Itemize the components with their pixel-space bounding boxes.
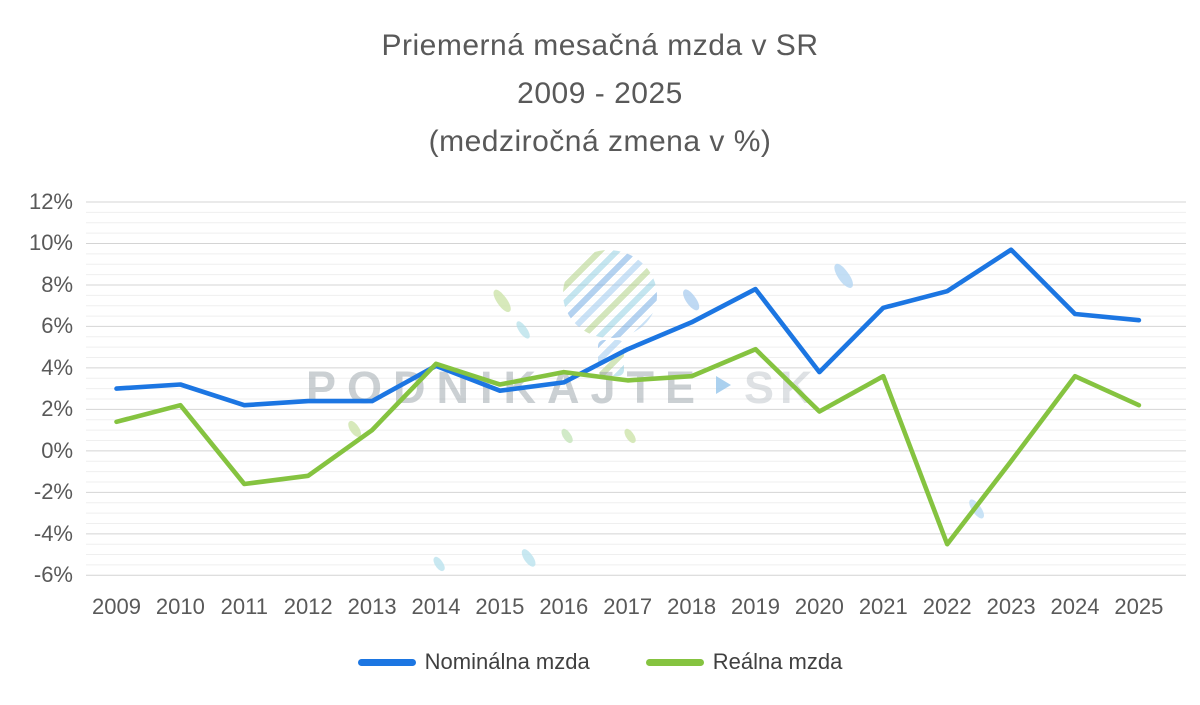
watermark-brand-text: PODNIKAJTE [306,362,707,413]
x-axis-tick-label: 2023 [986,594,1036,619]
nominal-line-swatch-icon [357,658,416,666]
legend-item-nominal: Nominálna mzda [357,649,590,675]
x-axis-tick-label: 2013 [347,594,397,619]
real-line-swatch-icon [645,658,704,666]
legend-item-real: Reálna mzda [645,649,843,675]
x-axis-tick-label: 2022 [922,594,972,619]
x-axis-tick-label: 2018 [667,594,717,619]
chart-title-line-3: (medziročná zmena v %) [428,125,772,158]
x-axis-tick-label: 2009 [92,594,141,619]
y-axis-tick-label: 8% [41,271,73,297]
x-axis-tick-label: 2016 [539,594,589,619]
y-axis-tick-label: 2% [41,396,73,422]
real-wage-line [114,346,1142,547]
x-axis-tick-label: 2021 [858,594,908,619]
x-axis-tick-label: 2024 [1050,594,1100,619]
chart-title-line-1: Priemerná mesačná mzda v SR [381,29,819,62]
x-axis-tick-label: 2020 [794,594,844,619]
x-axis-tick-label: 2015 [475,594,525,619]
x-axis-tick-label: 2017 [603,594,653,619]
y-axis-tick-label: 6% [41,313,73,339]
watermark-arrow-icon [716,376,731,394]
y-axis-tick-label: 0% [41,437,73,463]
y-axis-tick-label: 12% [28,189,73,214]
y-axis-tick-label: 10% [28,230,73,256]
y-axis-tick-label: -6% [33,562,73,588]
nominal-wage-line [114,247,1142,408]
legend-label-real: Reálna mzda [712,649,843,674]
chart-title-line-2: 2009 - 2025 [517,77,683,110]
x-axis-tick-label: 2011 [220,594,268,619]
podnikajte-logo-icon [563,250,657,338]
chart-title: Priemerná mesačná mzda v SR 2009 - 2025 … [0,22,1200,166]
y-axis-tick-label: -4% [33,520,73,546]
y-axis-tick-label: -2% [33,479,73,505]
x-axis-tick-label: 2025 [1114,594,1164,619]
x-axis-tick-label: 2010 [155,594,205,619]
x-axis-tick-label: 2019 [731,594,780,619]
x-axis-tick-label: 2014 [411,594,461,619]
y-axis-tick-label: 4% [41,354,73,380]
x-axis-tick-label: 2012 [283,594,333,619]
legend: Nominálna mzda Reálna mzda [0,649,1200,675]
legend-label-nominal: Nominálna mzda [424,649,590,674]
